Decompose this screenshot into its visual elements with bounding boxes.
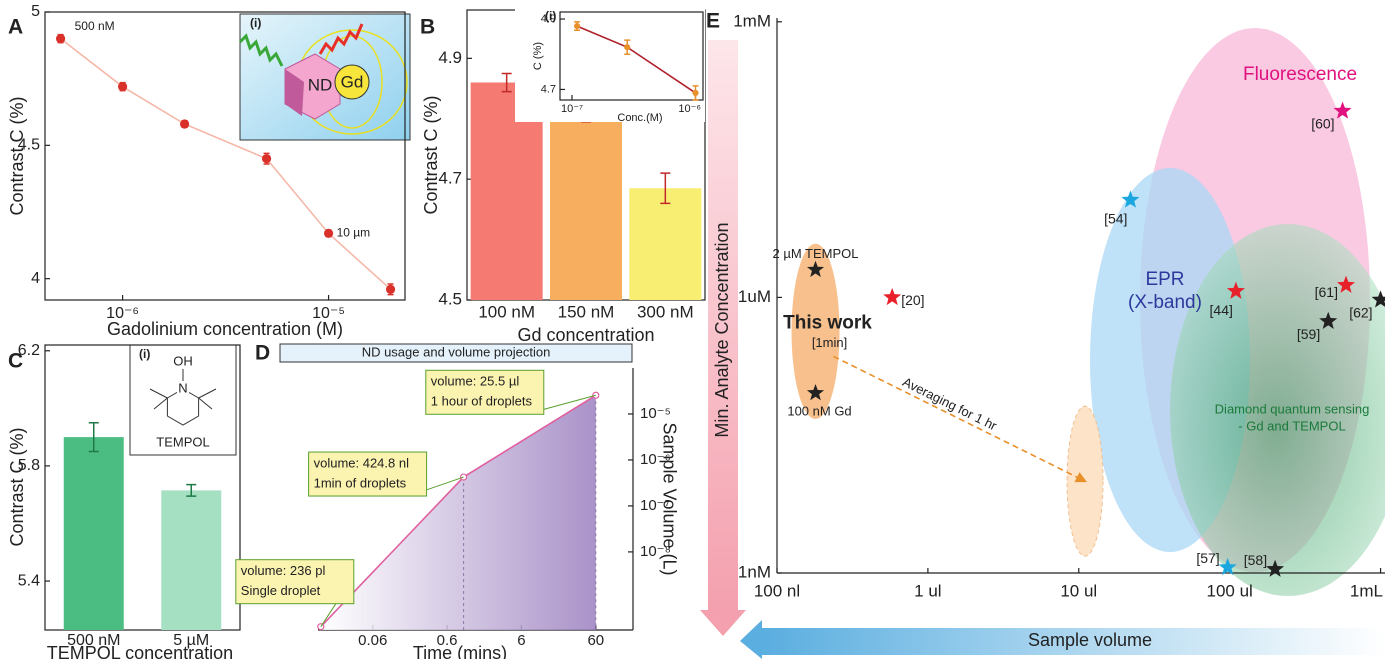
point — [575, 24, 580, 29]
point-label: [58] — [1244, 552, 1267, 568]
y-tick-label: 1uM — [738, 287, 771, 306]
point-label: 100 nM Gd — [787, 403, 851, 418]
point-label: [44] — [1210, 302, 1233, 318]
y-tick-label: 10⁻⁵ — [640, 405, 671, 422]
this-work-subtitle: [1min] — [812, 335, 847, 350]
y-tick-label: 4.7 — [541, 83, 556, 95]
y-tick-label: 1nM — [738, 562, 771, 581]
point — [263, 155, 271, 163]
callout-text: volume: 25.5 µl — [431, 374, 520, 389]
inset-text: Gd — [341, 72, 364, 91]
x-axis-label: Gadolinium concentration (M) — [107, 319, 343, 339]
panel-label: C — [8, 350, 23, 373]
callout-text: volume: 424.8 nl — [314, 455, 410, 470]
bar — [161, 490, 221, 630]
annotation: 500 nM — [75, 19, 115, 33]
x-axis-label: Conc.(M) — [617, 112, 662, 124]
region-label: Fluorescence — [1243, 64, 1357, 85]
panel-label: B — [420, 16, 435, 39]
x-tick-label: 100 nM — [478, 302, 535, 321]
inset-label: (i) — [250, 16, 261, 30]
point-label: [57] — [1196, 550, 1219, 566]
region-label: - Gd and TEMPOL — [1238, 418, 1345, 433]
inset-structure: (i) OH N TEMPOL — [130, 345, 236, 455]
region-label: EPR — [1145, 269, 1184, 290]
page: (i) ND Gd (i) OH N TEMPOL 44.5510⁻⁶10⁻⁵A… — [0, 0, 1385, 659]
inset-label: (i) — [545, 9, 556, 23]
point-label: [60] — [1311, 116, 1334, 132]
x-tick-label: 10⁻⁶ — [678, 103, 701, 115]
this-work-title: This work — [783, 312, 872, 333]
point — [119, 83, 127, 91]
point — [181, 120, 189, 128]
point-label: [62] — [1349, 305, 1372, 321]
y-axis-label: Contrast C (%) — [7, 96, 27, 215]
annotation: 10 µm — [337, 226, 371, 240]
inset-text: TEMPOL — [156, 434, 209, 449]
inset-text: ND — [308, 75, 333, 94]
x-tick-label: 300 nM — [637, 302, 694, 321]
x-tick-label: 5 µM — [173, 632, 209, 649]
y-tick-label: 4.9 — [438, 48, 462, 67]
point — [693, 90, 698, 95]
bar — [550, 107, 622, 300]
x-tick-label: 6 — [517, 632, 525, 649]
panel-label: E — [706, 10, 720, 33]
region-label: (X-band) — [1128, 292, 1202, 313]
y-tick-label: 1mM — [733, 11, 771, 30]
point — [325, 229, 333, 237]
panel-label: D — [255, 342, 270, 365]
inset-diagram: (i) ND Gd — [240, 14, 410, 140]
area — [321, 395, 596, 630]
x-axis-label: Sample volume — [1028, 630, 1152, 650]
point-label: [20] — [901, 292, 924, 308]
point — [57, 35, 65, 43]
chart-title: ND usage and volume projection — [362, 344, 551, 359]
x-tick-label: 100 ul — [1207, 581, 1253, 600]
bar — [64, 437, 124, 630]
x-tick-label: 500 nM — [67, 632, 120, 649]
y-tick-label: 5.4 — [18, 572, 40, 589]
region-label: Diamond quantum sensing — [1215, 401, 1370, 416]
x-axis-label: Gd concentration — [517, 325, 654, 345]
x-tick-label: 60 — [587, 632, 604, 649]
y-axis-label: Sample Volume (L) — [659, 422, 679, 575]
x-tick-label: 100 nl — [754, 581, 800, 600]
y-axis-label: Contrast C (%) — [421, 95, 441, 214]
callout-text: 1 hour of droplets — [431, 394, 533, 409]
point — [387, 285, 395, 293]
callout-text: 1min of droplets — [314, 475, 407, 490]
x-tick-label: 10 ul — [1060, 581, 1097, 600]
x-tick-label: 0.06 — [358, 632, 387, 649]
x-tick-label: 1 ul — [914, 581, 941, 600]
y-tick-label: 5 — [31, 3, 40, 20]
inset-label: (i) — [139, 347, 150, 361]
point-label: 2 µM TEMPOL — [773, 246, 859, 261]
x-axis-label: Time (mins) — [413, 643, 507, 659]
projection-region — [1067, 406, 1103, 556]
point — [625, 45, 630, 50]
y-axis-label: Contrast C (%) — [7, 427, 27, 546]
callout-text: Single droplet — [241, 583, 321, 598]
panel-label: A — [8, 16, 23, 39]
projection-label: Averaging for 1 hr — [900, 374, 1000, 434]
y-axis-label: Min. Analyte Concentration — [712, 222, 732, 437]
projection-arrow — [834, 356, 1086, 481]
callout-text: volume: 236 pl — [241, 563, 326, 578]
y-tick-label: 4.5 — [438, 289, 462, 308]
bar — [629, 188, 701, 300]
point-label: [59] — [1297, 326, 1320, 342]
x-tick-label: 10⁻⁷ — [561, 103, 583, 115]
star — [883, 288, 901, 305]
inset-text: OH — [173, 353, 193, 368]
point-label: [54] — [1104, 211, 1127, 227]
x-tick-label: 150 nM — [558, 302, 615, 321]
x-tick-label: 1mL — [1350, 581, 1383, 600]
figure: (i) ND Gd (i) OH N TEMPOL 44.5510⁻⁶10⁻⁵A… — [0, 0, 1385, 659]
y-tick-label: 4.7 — [438, 169, 462, 188]
point-label: [61] — [1315, 284, 1338, 300]
y-axis-label: C (%) — [532, 42, 544, 70]
y-tick-label: 4 — [31, 270, 40, 287]
inset-text: N — [178, 380, 187, 395]
